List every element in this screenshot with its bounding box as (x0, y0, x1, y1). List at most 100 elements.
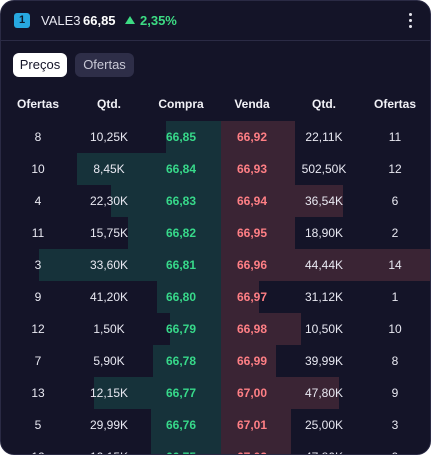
sell-qty-cell: 502,50K (301, 162, 347, 176)
buy-depth-bar (128, 217, 221, 249)
buy-offers-cell: 4 (34, 194, 42, 208)
buy-qty-cell: 12,15K (89, 386, 129, 400)
sell-qty-cell: 25,00K (304, 418, 344, 432)
sell-qty-cell: 47,80K (304, 386, 344, 400)
sell-offers-cell: 9 (391, 386, 399, 400)
price-change-value: 2,35% (140, 13, 177, 28)
buy-offers-cell: 11 (31, 226, 45, 240)
sell-qty-cell: 44,44K (304, 258, 344, 272)
order-book-row[interactable]: 12 1,50K 66,79 66,98 10,50K 10 (1, 313, 430, 345)
buy-offers-cell: 7 (34, 354, 42, 368)
buy-price-cell: 66,83 (165, 194, 197, 208)
tab-precos[interactable]: Preços (13, 53, 67, 77)
tab-ofertas[interactable]: Ofertas (75, 53, 134, 77)
buy-qty-cell: 41,20K (89, 290, 129, 304)
sell-offers-cell: 9 (361, 450, 429, 454)
buy-depth-bar (166, 121, 221, 153)
buy-offers-cell: 12 (7, 450, 69, 454)
sell-qty-cell: 18,90K (304, 226, 344, 240)
sell-qty-cell: 39,99K (304, 354, 344, 368)
order-book-row[interactable]: 4 22,30K 66,83 66,94 36,54K 6 (1, 185, 430, 217)
last-price: 66,85 (83, 13, 116, 28)
sell-price-cell: 66,99 (236, 354, 268, 368)
buy-qty-cell: 33,60K (89, 258, 129, 272)
buy-qty-cell: 29,99K (89, 418, 129, 432)
order-book-row[interactable]: 10 8,45K 66,84 66,93 502,50K 12 (1, 153, 430, 185)
order-book-row[interactable]: 3 33,60K 66,81 66,96 44,44K 14 (1, 249, 430, 281)
order-book-row[interactable]: 11 15,75K 66,82 66,95 18,90K 2 (1, 217, 430, 249)
buy-price-cell: 66,76 (165, 418, 197, 432)
sell-depth-bar (221, 121, 295, 153)
header-buy-price: Compra (158, 97, 204, 111)
buy-depth-bar (94, 377, 221, 409)
column-headers: Ofertas Qtd. Compra Venda Qtd. Ofertas (1, 97, 430, 113)
sell-depth-bar (221, 377, 339, 409)
buy-qty-cell: 5,90K (93, 354, 125, 368)
order-book-row[interactable]: 13 12,15K 66,77 67,00 47,80K 9 (1, 377, 430, 409)
buy-price-cell: 66,80 (165, 290, 197, 304)
buy-offers-cell: 12 (31, 322, 45, 336)
buy-qty-cell: 12,15K (79, 450, 139, 454)
buy-offers-cell: 9 (34, 290, 42, 304)
sell-price-cell: 66,97 (236, 290, 268, 304)
buy-qty-cell: 1,50K (93, 322, 125, 336)
sell-qty-cell: 10,50K (304, 322, 344, 336)
sell-price-cell: 66,93 (236, 162, 268, 176)
buy-offers-cell: 8 (34, 130, 42, 144)
sell-offers-cell: 8 (391, 354, 399, 368)
sell-offers-cell: 3 (391, 418, 399, 432)
buy-depth-bar (111, 185, 221, 217)
sell-qty-cell: 36,54K (304, 194, 344, 208)
up-arrow-icon (125, 16, 135, 24)
widget-number-badge[interactable]: 1 (14, 13, 30, 28)
sell-offers-cell: 14 (388, 258, 402, 272)
buy-offers-cell: 5 (34, 418, 42, 432)
buy-depth-bar (153, 345, 221, 377)
sell-depth-bar (221, 313, 301, 345)
buy-price-cell: 66,84 (165, 162, 197, 176)
ticker-symbol[interactable]: VALE3 (41, 13, 81, 28)
sell-offers-cell: 10 (388, 322, 402, 336)
order-book-row[interactable]: 5 29,99K 66,76 67,01 25,00K 3 (1, 409, 430, 441)
sell-offers-cell: 6 (391, 194, 399, 208)
sell-price-cell: 67,01 (236, 418, 268, 432)
buy-offers-cell: 10 (31, 162, 45, 176)
price-change: 2,35% (125, 13, 177, 28)
order-book-row[interactable]: 7 5,90K 66,78 66,99 39,99K 8 (1, 345, 430, 377)
buy-offers-cell: 13 (31, 386, 45, 400)
sell-offers-cell: 1 (391, 290, 399, 304)
buy-depth-bar (77, 153, 221, 185)
sell-price-cell: 66,96 (236, 258, 268, 272)
buy-depth-bar (170, 313, 221, 345)
header-sell-qty: Qtd. (312, 97, 336, 111)
buy-qty-cell: 8,45K (93, 162, 125, 176)
buy-offers-cell: 3 (34, 258, 42, 272)
sell-qty-cell: 22,11K (305, 130, 343, 144)
header-buy-offers: Ofertas (16, 97, 60, 111)
buy-price-cell: 66,78 (165, 354, 197, 368)
buy-depth-bar (151, 409, 221, 441)
sell-offers-cell: 2 (391, 226, 399, 240)
sell-price-cell: 67,00 (236, 386, 268, 400)
sell-price-cell: 66,94 (236, 194, 268, 208)
buy-qty-cell: 22,30K (89, 194, 129, 208)
order-book-row[interactable]: 12 12,15K 66,75 67,02 47,80K 9 (1, 441, 430, 454)
sell-depth-bar (221, 249, 430, 281)
buy-qty-cell: 15,75K (89, 226, 129, 240)
sell-depth-bar (221, 345, 276, 377)
order-book-row[interactable]: 9 41,20K 66,80 66,97 31,12K 1 (1, 281, 430, 313)
buy-depth-bar (151, 441, 221, 454)
order-book-row[interactable]: 8 10,25K 66,85 66,92 22,11K 11 (1, 121, 430, 153)
buy-price-cell: 66,81 (165, 258, 197, 272)
buy-depth-bar (39, 249, 221, 281)
kebab-menu-icon[interactable] (404, 12, 416, 30)
buy-price-cell: 66,85 (165, 130, 197, 144)
sell-price-cell: 66,92 (236, 130, 268, 144)
buy-price-cell: 66,77 (165, 386, 197, 400)
sell-price-cell: 67,02 (221, 450, 283, 454)
sell-depth-bar (221, 409, 291, 441)
sell-offers-cell: 11 (388, 130, 402, 144)
buy-qty-cell: 10,25K (89, 130, 129, 144)
header-sell-offers: Ofertas (373, 97, 417, 111)
sell-price-cell: 66,98 (236, 322, 268, 336)
